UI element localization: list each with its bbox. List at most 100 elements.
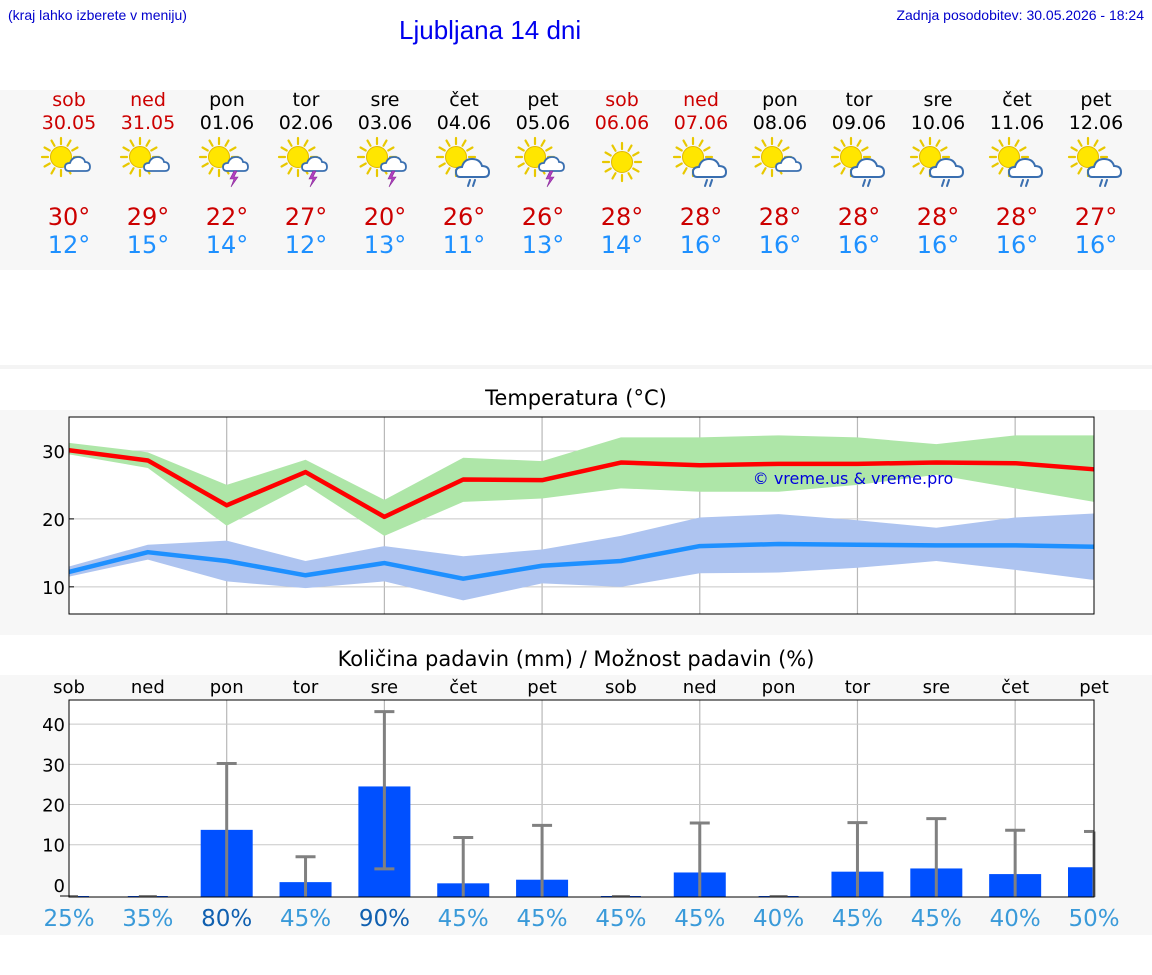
cloud-shape <box>691 157 728 178</box>
day-label: sob <box>53 677 85 698</box>
day-column: ned 07.06 28° 16° <box>661 90 741 259</box>
cloud-shape <box>143 156 170 172</box>
day-name: ned <box>683 89 719 111</box>
sun-cloud-storm-icon <box>513 135 573 191</box>
rain-drops <box>941 179 950 187</box>
precip-chance: 50% <box>1068 906 1119 932</box>
day-name: čet <box>449 89 479 111</box>
error-bar <box>532 823 553 897</box>
tmax-line <box>68 448 1095 520</box>
day-label: tor <box>293 677 319 698</box>
rain-drops <box>467 179 476 187</box>
day-date: 01.06 <box>199 112 255 134</box>
max-temperature: 28° <box>916 203 960 231</box>
y-tick-label: 30 <box>42 755 65 776</box>
error-bar <box>926 817 947 897</box>
day-label: čet <box>449 677 477 698</box>
sun-disc <box>761 146 783 168</box>
day-column: sob 06.06 28° 14° <box>582 89 662 260</box>
precip-chance: 40% <box>753 906 804 932</box>
min-temperature: 16° <box>837 231 881 259</box>
error-bar <box>216 762 237 897</box>
cloud-shape <box>222 156 249 172</box>
day-label: pon <box>210 677 244 698</box>
sun-disc <box>445 146 467 168</box>
min-temperature: 16° <box>916 231 960 259</box>
rain-drops <box>704 179 713 187</box>
day-name: pet <box>527 89 559 111</box>
day-label: pon <box>762 677 796 698</box>
y-tick-label: 0 <box>54 876 65 897</box>
day-name: sob <box>605 89 639 111</box>
precip-chance: 40% <box>990 906 1041 932</box>
precip-chance: 45% <box>911 906 962 932</box>
sun-cloud-rain-icon <box>434 135 494 191</box>
precip-chance: 25% <box>43 906 94 932</box>
y-tick-label: 20 <box>42 510 65 531</box>
day-label: čet <box>1001 677 1029 698</box>
day-date: 06.06 <box>594 112 650 134</box>
temperature-chart-title: Temperatura (°C) <box>485 386 667 410</box>
day-date: 11.06 <box>989 112 1045 134</box>
day-column: sre 10.06 28° 16° <box>898 90 978 259</box>
sun-cloud-rain-icon <box>987 135 1047 191</box>
precipitation-panel: Količina padavin (mm) / Možnost padavin … <box>0 647 1152 935</box>
day-column: pon 08.06 28° 16° <box>740 90 820 259</box>
max-temperature: 28° <box>758 203 802 231</box>
cloud-shape <box>849 157 886 178</box>
day-name: pon <box>762 89 798 111</box>
precip-chance: 45% <box>438 906 489 932</box>
temperature-chart: 10 20 30 © vreme.us & vreme.pro <box>42 416 1095 615</box>
sun-rays <box>988 136 1030 178</box>
temperature-panel: Temperatura (°C) 10 20 30 © vreme.us & vrem… <box>0 386 1152 635</box>
day-date: 04.06 <box>436 112 492 134</box>
min-temperature: 16° <box>679 231 723 259</box>
day-date: 05.06 <box>515 112 571 134</box>
error-bar <box>374 710 395 871</box>
sun-cloud-rain-icon <box>1066 135 1126 191</box>
day-column: čet 11.06 28° 16° <box>977 90 1057 259</box>
precip-bar <box>1068 867 1094 897</box>
day-date: 03.06 <box>357 112 413 134</box>
cloud-shape <box>538 156 565 172</box>
tmax-band-area <box>69 435 1094 536</box>
precip-chance: 45% <box>832 906 883 932</box>
sun-disc <box>50 146 72 168</box>
max-temperature: 28° <box>837 203 881 231</box>
precip-chance: 45% <box>674 906 725 932</box>
max-temperature: 26° <box>521 203 565 231</box>
sun-cloud-icon <box>39 135 99 191</box>
day-label: sob <box>605 677 637 698</box>
day-name: tor <box>292 89 320 111</box>
max-temperature: 30° <box>47 203 91 231</box>
separator <box>0 365 1152 369</box>
tmin-band-area <box>69 513 1094 601</box>
day-date: 09.06 <box>831 112 887 134</box>
max-temperature: 29° <box>126 203 170 231</box>
cloud-shape <box>454 157 491 178</box>
min-temperature: 12° <box>284 231 328 259</box>
day-name: čet <box>1002 89 1032 111</box>
sun-icon <box>592 135 652 191</box>
plot-frame <box>68 699 1095 898</box>
precip-chance: 80% <box>201 906 252 932</box>
precipitation-chart: sob ned pon tor sre čet pet sob ned pon tor sre čet p… <box>42 677 1119 932</box>
error-bar <box>1005 828 1026 897</box>
min-temperature: 13° <box>363 231 407 259</box>
plot-frame <box>68 416 1095 615</box>
last-updated: Zadnja posodobitev: 30.05.2026 - 18:24 <box>896 7 1144 23</box>
day-date: 30.05 <box>41 112 97 134</box>
day-column: pet 12.06 27° 16° <box>1056 90 1136 259</box>
lightning-icon <box>229 170 239 188</box>
day-column: ned 31.05 29° 15° <box>108 90 188 259</box>
sun-disc <box>998 146 1020 168</box>
forecast-strip: sob 30.05 30° 12° ned 31.05 29° 15° pon 01.06 22° 1… <box>0 90 1152 270</box>
cloud-shape <box>380 156 407 172</box>
max-temperature: 27° <box>284 203 328 231</box>
day-name: sre <box>923 89 953 111</box>
y-tick-label: 30 <box>42 442 65 463</box>
cloud-shape <box>928 157 965 178</box>
day-column: tor 02.06 27° 12° <box>266 90 346 259</box>
y-tick-label: 10 <box>42 836 65 857</box>
precip-chance: 45% <box>595 906 646 932</box>
